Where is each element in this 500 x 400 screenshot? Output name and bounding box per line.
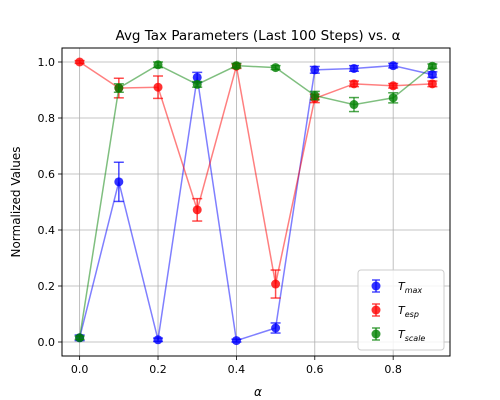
series-layer: [74, 57, 438, 346]
legend-item: Tesp: [371, 303, 419, 319]
x-tick-label: 0.8: [384, 363, 402, 376]
data-point: [192, 79, 202, 89]
legend-item: Tscale: [371, 327, 425, 343]
y-tick-label: 0.8: [38, 112, 56, 125]
data-point: [349, 100, 359, 110]
data-point: [427, 61, 437, 71]
legend: Tmax Tesp Tscale: [357, 269, 445, 351]
data-point: [75, 333, 85, 343]
x-tick-label: 0.6: [306, 363, 324, 376]
data-point: [192, 72, 202, 82]
legend-marker: [371, 329, 381, 339]
ticks: 0.0 0.2 0.4 0.6 0.8 0.0 0.2 0.4 0.6 0.8 1.0: [38, 56, 402, 376]
series-esp: [74, 57, 438, 299]
data-point: [349, 79, 359, 89]
x-tick-label: 0.2: [149, 363, 167, 376]
data-point: [388, 93, 398, 103]
data-point: [153, 82, 163, 92]
series-line: [78, 63, 433, 338]
data-point: [271, 63, 281, 73]
data-point: [192, 205, 202, 215]
series-line: [79, 61, 433, 285]
data-point: [271, 323, 281, 333]
chart-title: Avg Tax Parameters (Last 100 Steps) vs. …: [116, 28, 401, 44]
x-axis-label: α: [254, 385, 262, 399]
data-point: [153, 335, 163, 345]
legend-label: Tmax: [398, 280, 422, 295]
y-tick-label: 0.4: [38, 224, 56, 237]
legend-marker: [371, 305, 381, 315]
data-point: [114, 177, 124, 187]
data-point: [114, 83, 124, 93]
data-point: [231, 61, 241, 71]
y-tick-label: 0.2: [38, 280, 56, 293]
series-scale: [74, 60, 438, 343]
x-tick-label: 0.0: [71, 363, 89, 376]
y-tick-label: 1.0: [38, 56, 56, 69]
data-point: [388, 81, 398, 91]
plot-frame: [61, 47, 451, 357]
data-point: [310, 91, 320, 101]
y-tick-label: 0.0: [38, 336, 56, 349]
data-point: [310, 65, 320, 75]
data-point: [427, 70, 437, 80]
data-point: [271, 279, 281, 289]
data-point: [153, 60, 163, 70]
data-point: [231, 336, 241, 346]
data-point: [349, 63, 359, 73]
legend-label: Tscale: [398, 328, 425, 343]
legend-label: Tesp: [398, 304, 419, 319]
legend-box: [357, 269, 445, 351]
data-point: [427, 79, 437, 89]
y-axis-label: Normalized Values: [9, 146, 23, 257]
x-tick-label: 0.4: [228, 363, 246, 376]
data-point: [75, 57, 85, 67]
data-point: [388, 61, 398, 71]
legend-item: Tmax: [371, 279, 422, 295]
legend-marker: [371, 281, 381, 291]
y-tick-label: 0.6: [38, 168, 56, 181]
series-line: [78, 64, 433, 342]
